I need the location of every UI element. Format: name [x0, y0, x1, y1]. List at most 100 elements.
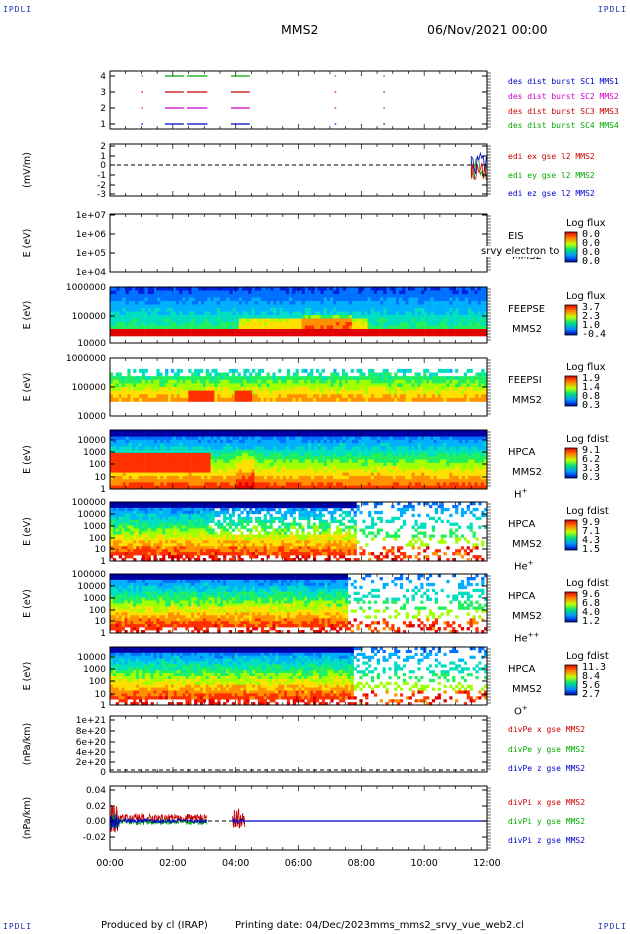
spectrogram-cell	[289, 433, 293, 437]
spectrogram-cell	[339, 329, 343, 333]
spectrogram-cell	[213, 433, 218, 437]
spectrogram-cell	[480, 304, 485, 309]
spectrogram-cell	[430, 322, 434, 326]
spectrogram-cell	[153, 390, 157, 395]
spectrogram-cell	[405, 397, 409, 402]
spectrogram-cell	[414, 446, 419, 450]
spectrogram-cell	[481, 387, 485, 391]
spectrogram-cell	[411, 436, 415, 441]
spectrogram-cell	[201, 436, 205, 441]
spectrogram-cell	[439, 439, 444, 444]
spectrogram-cell	[298, 308, 302, 312]
spectrogram-cell	[282, 315, 287, 319]
spectrogram-cell	[326, 462, 331, 467]
spectrogram-cell	[402, 472, 406, 477]
spectrogram-cell	[380, 475, 384, 480]
spectrogram-cell	[411, 469, 415, 473]
spectrogram-cell	[373, 311, 378, 316]
spectrogram-cell	[323, 475, 327, 480]
spectrogram-cell	[474, 469, 478, 473]
spectrogram-cell	[172, 322, 177, 326]
spectrogram-cell	[320, 297, 324, 302]
spectrogram-cell	[144, 322, 148, 326]
spectrogram-cell	[446, 290, 450, 295]
spectrogram-cell	[160, 290, 164, 295]
spectrogram-cell	[458, 294, 463, 298]
spectrogram-cell	[333, 379, 337, 384]
spectrogram-cell	[185, 379, 189, 384]
spectrogram-cell	[414, 439, 419, 444]
spectrogram-cell	[439, 311, 444, 316]
spectrogram-cell	[318, 397, 322, 402]
spectrogram-cell	[285, 472, 290, 477]
spectrogram-cell	[298, 390, 302, 395]
spectrogram-cell	[191, 332, 196, 337]
spectrogram-cell	[452, 466, 456, 470]
spectrogram-cell	[326, 325, 331, 330]
spectrogram-cell	[465, 469, 469, 473]
spectrogram-cell	[361, 329, 365, 333]
spectrogram-cell	[141, 297, 145, 302]
spectrogram-cell	[231, 390, 235, 395]
spectrogram-cell	[483, 315, 488, 319]
spectrogram-cell	[240, 390, 244, 395]
spectrogram-cell	[254, 462, 258, 467]
spectrogram-cell	[333, 397, 337, 402]
spectrogram-cell	[465, 439, 469, 444]
spectrogram-cell	[373, 308, 378, 312]
spectrogram-cell	[421, 315, 425, 319]
spectrogram-cell	[386, 443, 390, 447]
spectrogram-cell	[205, 394, 209, 399]
spectrogram-cell	[232, 466, 236, 470]
spectrogram-cell	[355, 294, 359, 298]
spectrogram-cell	[344, 394, 349, 399]
spectrogram-cell	[198, 318, 202, 323]
spectrogram-cell	[232, 469, 236, 473]
spectrogram-cell	[163, 322, 167, 326]
spectrogram-cell	[188, 433, 192, 437]
spectrogram-cell	[220, 325, 224, 330]
spectrogram-cell	[194, 394, 198, 399]
spectrogram-cell	[480, 446, 485, 450]
spectrogram-cell	[217, 376, 221, 380]
spectrogram-cell	[276, 472, 280, 477]
spectrogram-cell	[397, 368, 401, 373]
spectrogram-cell	[173, 379, 177, 384]
spectrogram-cell	[427, 439, 431, 444]
spectrogram-cell	[320, 329, 324, 333]
spectrogram-cell	[113, 329, 117, 333]
spectrogram-cell	[298, 436, 302, 441]
spectrogram-cell	[133, 394, 137, 399]
spectrogram-cell	[439, 446, 444, 450]
spectrogram-cell	[317, 466, 321, 470]
spectrogram-cell	[424, 297, 428, 302]
spectrogram-cell	[468, 287, 472, 291]
spectrogram-cell	[138, 472, 142, 477]
spectrogram-cell	[169, 315, 174, 319]
spectrogram-cell	[330, 376, 334, 380]
spectrogram-cell	[173, 394, 177, 399]
spectrogram-cell	[402, 462, 406, 467]
spectrogram-cell	[289, 332, 293, 337]
spectrogram-cell	[122, 318, 126, 323]
spectrogram-cell	[169, 443, 174, 447]
spectrogram-cell	[118, 376, 122, 380]
spectrogram-cell	[320, 332, 324, 337]
spectrogram-cell	[421, 329, 425, 333]
spectrogram-cell	[110, 452, 114, 457]
spectrogram-cell	[336, 397, 340, 402]
spectrogram-cell	[205, 387, 209, 391]
spectrogram-cell	[452, 390, 456, 395]
spectrogram-cell	[213, 439, 218, 444]
spectrogram-cell	[282, 318, 287, 323]
spectrogram-cell	[172, 311, 177, 316]
spectrogram-cell	[279, 308, 283, 312]
spectrogram-cell	[289, 439, 293, 444]
spectrogram-cell	[153, 394, 157, 399]
spectrogram-cell	[113, 479, 117, 483]
spectrogram-cell	[295, 301, 299, 305]
spectrogram-cell	[166, 332, 170, 337]
spectrogram-cell	[179, 433, 183, 437]
y-tick-label: 100000	[72, 312, 107, 322]
spectrogram-cell	[411, 322, 415, 326]
